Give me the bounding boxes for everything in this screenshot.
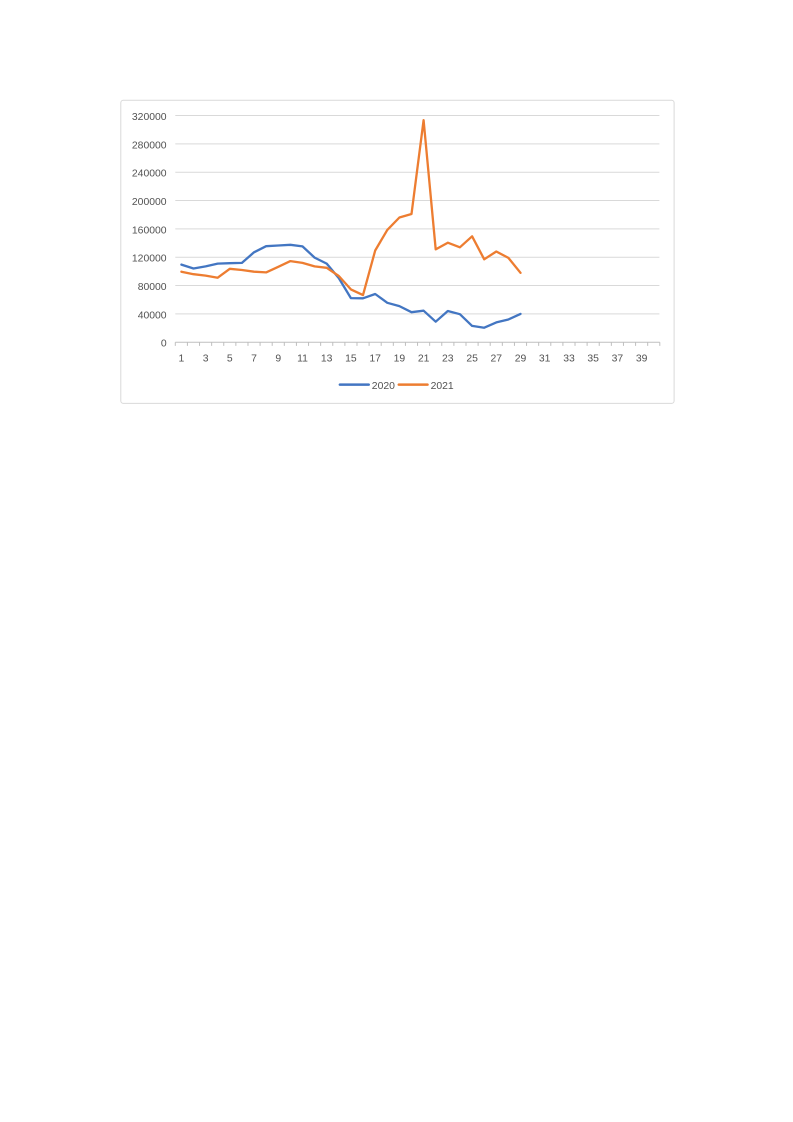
svg-text:120000: 120000 xyxy=(132,254,167,265)
svg-text:160000: 160000 xyxy=(132,225,167,236)
svg-text:21: 21 xyxy=(418,353,430,364)
svg-text:5: 5 xyxy=(227,353,233,364)
svg-text:27: 27 xyxy=(491,353,503,364)
svg-text:35: 35 xyxy=(587,353,599,364)
svg-text:1: 1 xyxy=(179,353,185,364)
svg-text:13: 13 xyxy=(321,353,333,364)
svg-text:80000: 80000 xyxy=(138,282,167,293)
svg-text:11: 11 xyxy=(297,353,308,364)
svg-text:33: 33 xyxy=(563,353,575,364)
svg-text:3: 3 xyxy=(203,353,209,364)
svg-text:7: 7 xyxy=(251,353,257,364)
svg-text:2021: 2021 xyxy=(431,381,454,392)
svg-text:40000: 40000 xyxy=(138,310,167,321)
svg-text:240000: 240000 xyxy=(132,169,167,180)
svg-text:25: 25 xyxy=(466,353,478,364)
svg-text:280000: 280000 xyxy=(132,140,167,151)
svg-text:19: 19 xyxy=(394,353,406,364)
svg-text:17: 17 xyxy=(369,353,381,364)
svg-text:200000: 200000 xyxy=(132,197,167,208)
svg-text:23: 23 xyxy=(442,353,454,364)
svg-text:29: 29 xyxy=(515,353,527,364)
svg-text:9: 9 xyxy=(275,353,281,364)
svg-text:31: 31 xyxy=(539,353,551,364)
svg-text:2020: 2020 xyxy=(372,381,395,392)
svg-text:39: 39 xyxy=(636,353,648,364)
svg-text:320000: 320000 xyxy=(132,112,167,123)
svg-text:37: 37 xyxy=(612,353,624,364)
svg-text:15: 15 xyxy=(345,353,357,364)
svg-text:0: 0 xyxy=(161,339,167,350)
